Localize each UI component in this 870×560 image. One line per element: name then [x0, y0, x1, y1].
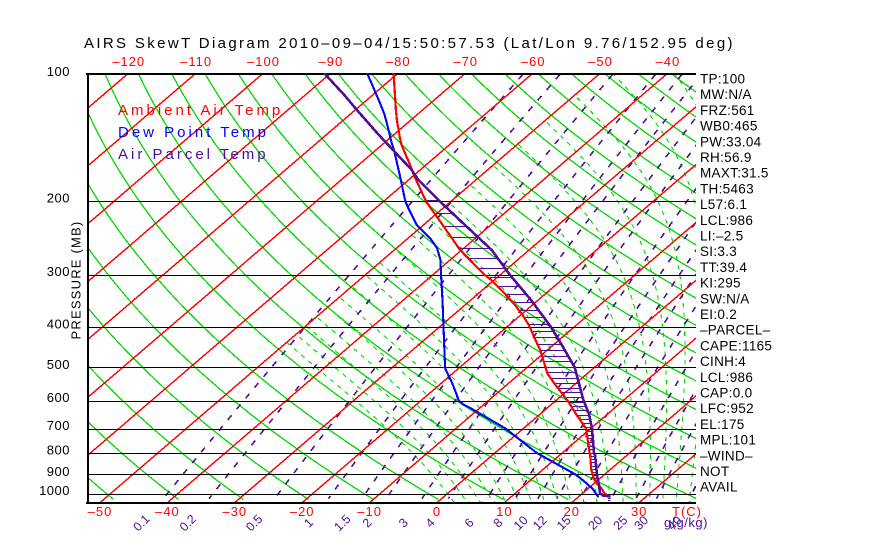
svg-text:100: 100 — [47, 64, 70, 79]
svg-text:MW:N/A: MW:N/A — [700, 87, 752, 102]
svg-text:AIRS SkewT Diagram 2010–09–04/: AIRS SkewT Diagram 2010–09–04/15:50:57.5… — [84, 35, 735, 52]
svg-text:TH:5463: TH:5463 — [700, 181, 754, 196]
svg-text:–30: –30 — [222, 504, 247, 519]
svg-text:g(g/kg): g(g/kg) — [664, 515, 708, 530]
svg-text:–120: –120 — [112, 54, 145, 69]
svg-text:LFC:952: LFC:952 — [700, 401, 754, 416]
svg-text:AVAIL: AVAIL — [700, 480, 738, 495]
svg-text:EI:0.2: EI:0.2 — [700, 307, 737, 322]
svg-text:CAP:0.0: CAP:0.0 — [700, 386, 752, 401]
svg-text:20: 20 — [564, 504, 580, 519]
svg-text:500: 500 — [47, 357, 70, 372]
svg-text:30: 30 — [631, 504, 647, 519]
svg-text:KI:295: KI:295 — [700, 276, 741, 291]
svg-text:SW:N/A: SW:N/A — [700, 291, 750, 306]
svg-text:PW:33.04: PW:33.04 — [700, 134, 762, 149]
svg-text:–PARCEL–: –PARCEL– — [700, 323, 771, 338]
svg-text:600: 600 — [47, 390, 70, 405]
svg-text:LCL:986: LCL:986 — [700, 213, 753, 228]
svg-text:–80: –80 — [386, 54, 411, 69]
svg-text:–110: –110 — [180, 54, 212, 69]
svg-text:–60: –60 — [521, 54, 546, 69]
svg-text:1000: 1000 — [39, 483, 70, 498]
svg-text:–90: –90 — [319, 54, 344, 69]
svg-text:900: 900 — [47, 464, 70, 479]
svg-text:–50: –50 — [88, 504, 113, 519]
svg-text:–40: –40 — [656, 54, 681, 69]
svg-text:SI:3.3: SI:3.3 — [700, 244, 737, 259]
svg-text:400: 400 — [47, 316, 70, 331]
svg-text:–100: –100 — [247, 54, 280, 69]
svg-text:700: 700 — [47, 418, 70, 433]
svg-text:TP:100: TP:100 — [700, 72, 745, 87]
svg-text:FRZ:561: FRZ:561 — [700, 103, 755, 118]
svg-text:–WIND–: –WIND– — [700, 448, 753, 463]
svg-text:PRESSURE (MB): PRESSURE (MB) — [69, 221, 84, 340]
svg-text:CINH:4: CINH:4 — [700, 354, 746, 369]
svg-text:Dew Point Temp: Dew Point Temp — [118, 124, 269, 141]
svg-text:800: 800 — [47, 443, 70, 458]
svg-text:MPL:101: MPL:101 — [700, 433, 756, 448]
svg-text:–40: –40 — [155, 504, 180, 519]
svg-text:T(C): T(C) — [672, 504, 702, 519]
svg-text:RH:56.9: RH:56.9 — [700, 150, 752, 165]
svg-text:MAXT:31.5: MAXT:31.5 — [700, 166, 769, 181]
svg-text:EL:175: EL:175 — [700, 417, 745, 432]
svg-text:NOT: NOT — [700, 464, 729, 479]
svg-text:CAPE:1165: CAPE:1165 — [700, 338, 772, 353]
svg-text:10: 10 — [496, 504, 512, 519]
svg-text:WB0:465: WB0:465 — [700, 119, 758, 134]
svg-text:L57:6.1: L57:6.1 — [700, 197, 747, 212]
svg-text:LI:–2.5: LI:–2.5 — [700, 229, 743, 244]
svg-text:Air Parcel Temp: Air Parcel Temp — [118, 146, 269, 163]
svg-text:TT:39.4: TT:39.4 — [700, 260, 747, 275]
svg-text:–50: –50 — [588, 54, 613, 69]
svg-text:–20: –20 — [290, 504, 315, 519]
svg-text:200: 200 — [47, 190, 70, 205]
svg-text:0: 0 — [433, 504, 441, 519]
svg-text:300: 300 — [47, 264, 70, 279]
svg-text:LCL:986: LCL:986 — [700, 370, 753, 385]
svg-text:–10: –10 — [357, 504, 382, 519]
svg-text:Ambient Air Temp: Ambient Air Temp — [118, 102, 283, 119]
svg-text:–70: –70 — [453, 54, 478, 69]
